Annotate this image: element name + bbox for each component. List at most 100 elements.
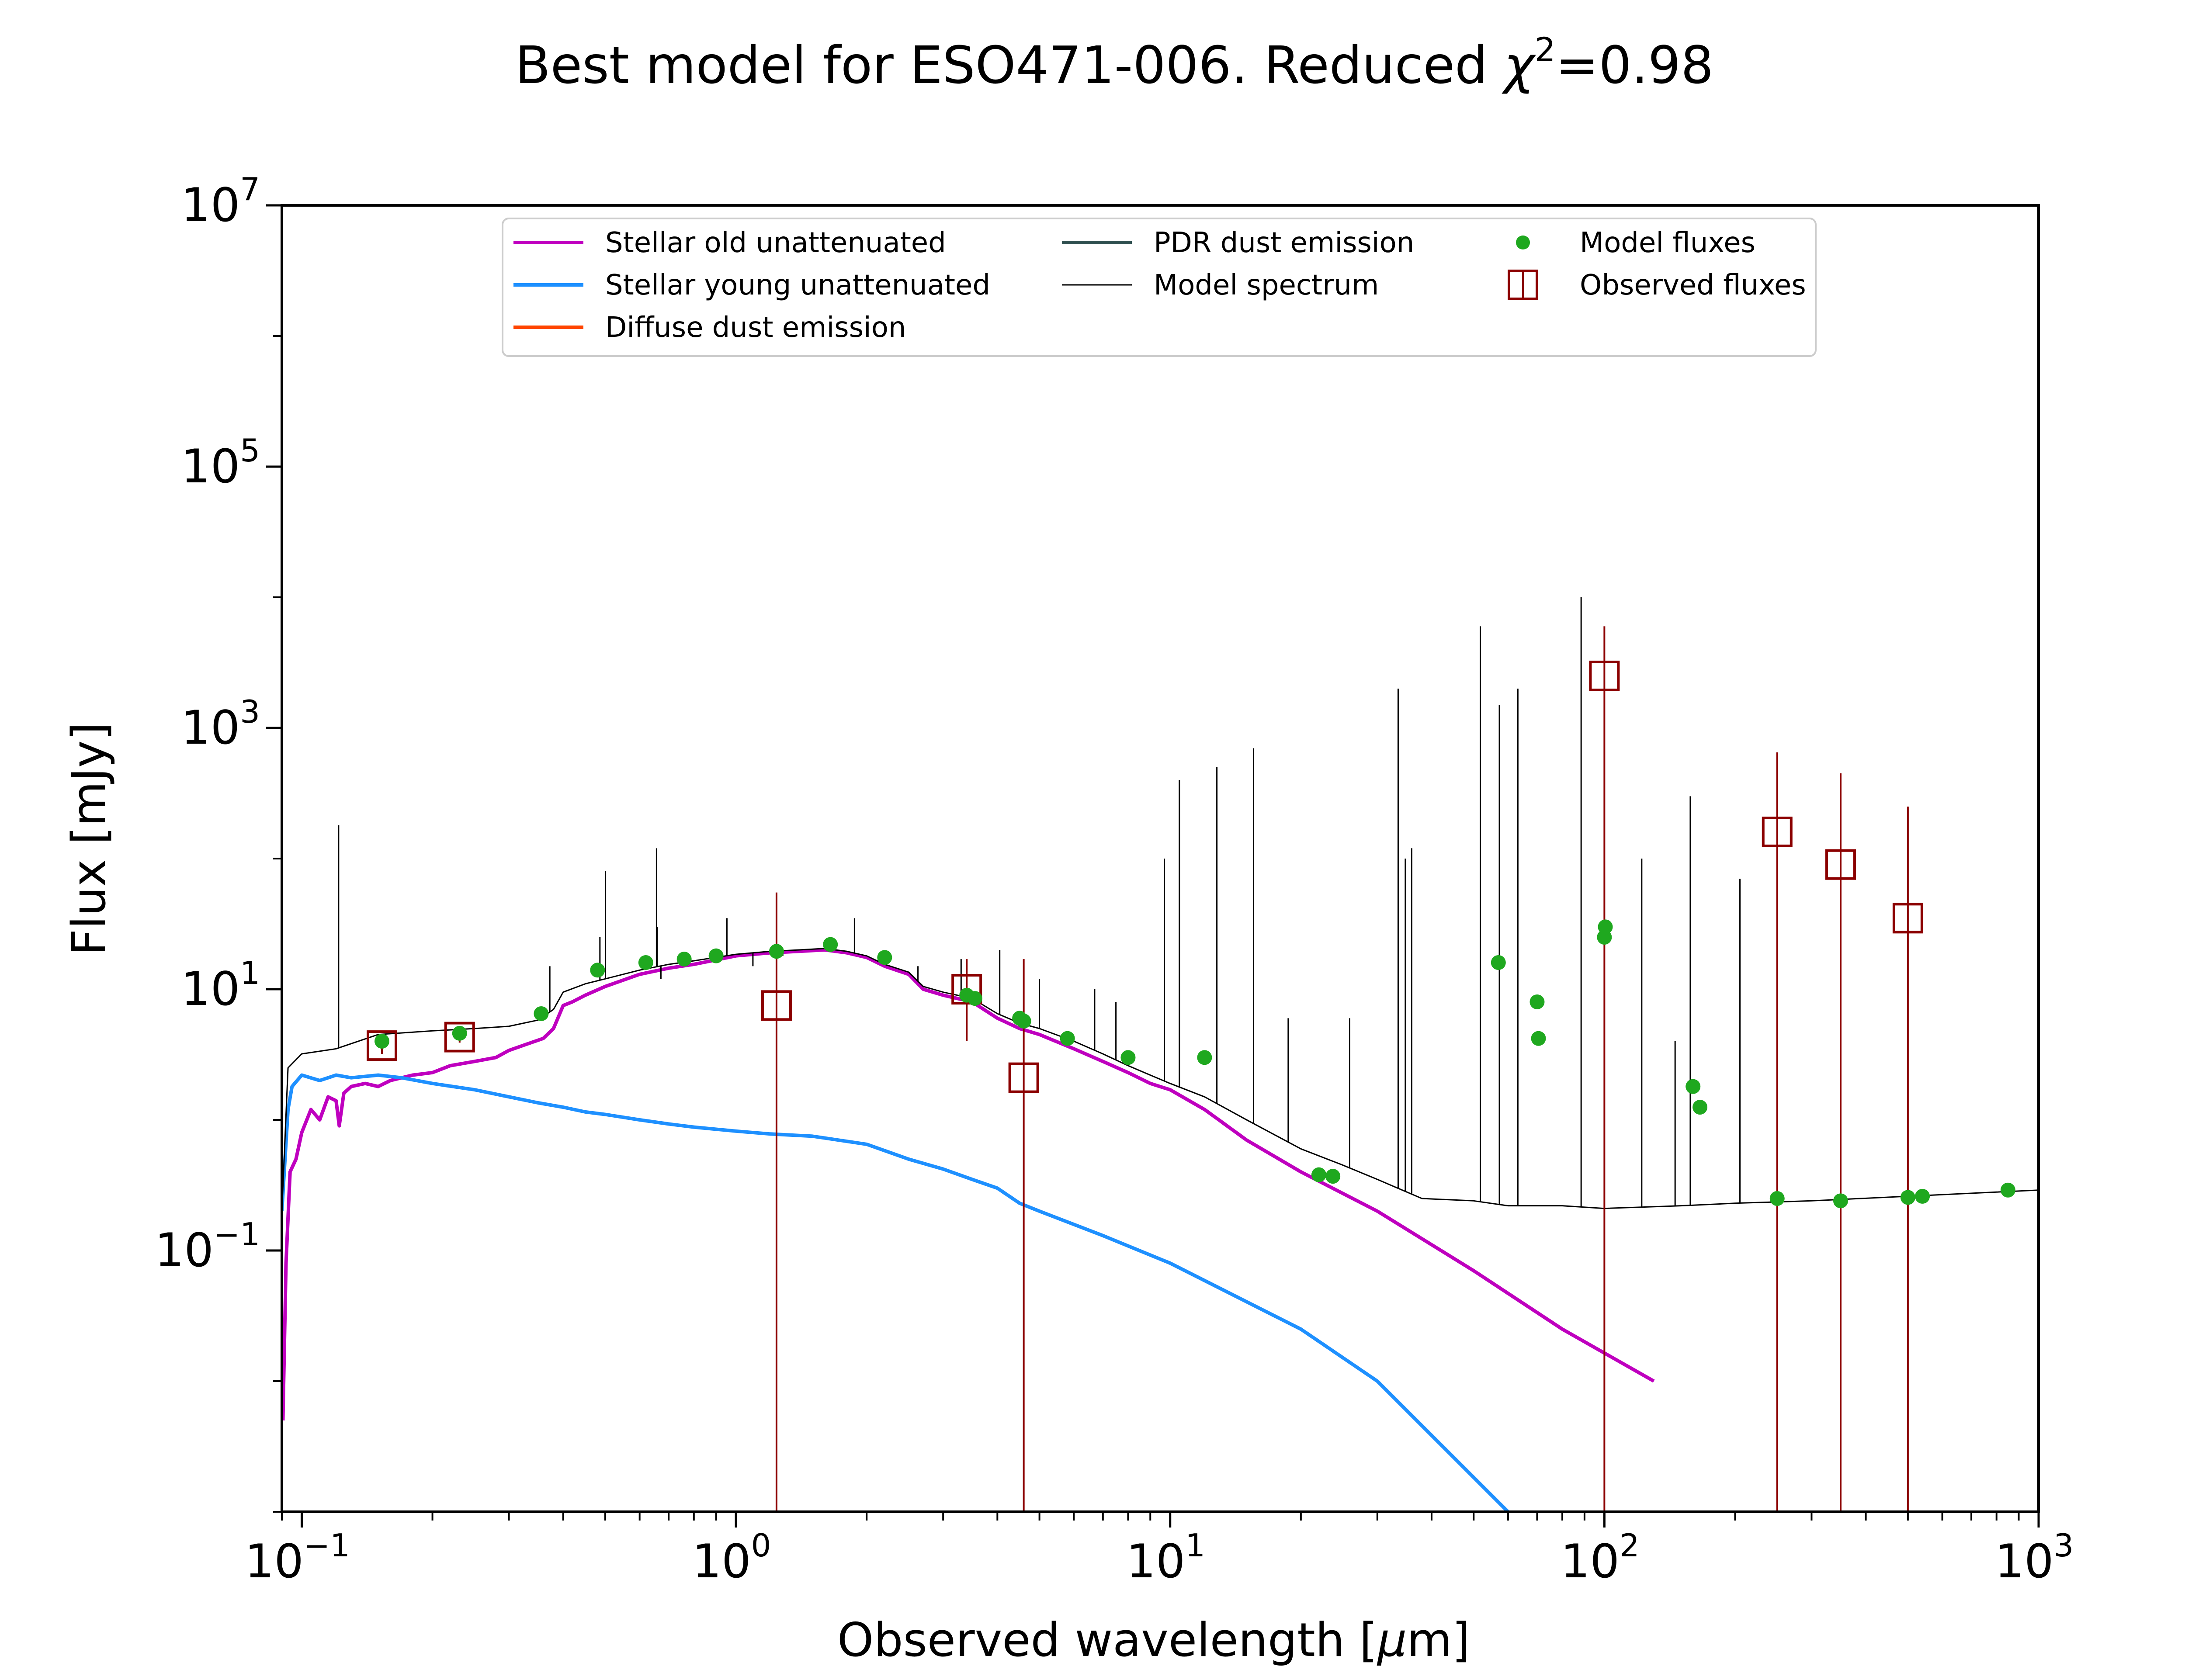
model-flux-point xyxy=(1530,994,1545,1009)
xlabel-mu: μ xyxy=(1377,1613,1407,1667)
title-suffix: =0.98 xyxy=(1556,35,1714,95)
legend-box xyxy=(502,218,1817,357)
y-tick-base: 10 xyxy=(181,962,240,1016)
y-tick-base: 10 xyxy=(155,1223,214,1277)
x-tick-base: 10 xyxy=(1995,1535,2054,1588)
y-tick-label: 10−1 xyxy=(155,1216,260,1277)
x-tick-base: 10 xyxy=(1561,1535,1620,1588)
legend-label: Stellar young unattenuated xyxy=(605,269,990,301)
observed-fluxes-layer xyxy=(366,626,1923,1512)
y-tick-exp: −1 xyxy=(214,1216,260,1253)
model-flux-point xyxy=(1060,1031,1075,1046)
x-tick-exp: 1 xyxy=(1185,1527,1205,1564)
legend-entry: Model fluxes xyxy=(1516,227,1755,259)
series-line-2 xyxy=(282,1073,1509,1512)
model-flux-point xyxy=(1769,1191,1785,1206)
y-tick-base: 10 xyxy=(181,440,240,493)
legend-entry: Stellar old unattenuated xyxy=(513,227,946,259)
observed-flux-marker xyxy=(1008,1062,1039,1093)
observed-flux-marker xyxy=(444,1022,475,1053)
legend-label: Model spectrum xyxy=(1154,269,1379,301)
observed-flux-marker xyxy=(761,990,792,1021)
observed-flux-marker xyxy=(951,974,982,1005)
model-flux-point xyxy=(1197,1050,1212,1065)
model-flux-point xyxy=(1598,919,1613,935)
y-tick-label: 105 xyxy=(181,432,260,493)
legend-label: Observed fluxes xyxy=(1580,269,1806,301)
y-tick-exp: 7 xyxy=(240,171,260,208)
x-tick-base: 10 xyxy=(692,1535,751,1588)
y-tick-exp: 3 xyxy=(240,693,260,730)
model-fluxes-layer xyxy=(374,919,2015,1209)
x-axis-label: Observed wavelength [μm] xyxy=(837,1613,1470,1667)
model-flux-point xyxy=(1311,1167,1326,1182)
model-flux-point xyxy=(374,1033,389,1049)
y-tick-label: 107 xyxy=(181,171,260,232)
y-tick-exp: 1 xyxy=(240,955,260,991)
model-flux-point xyxy=(823,937,838,952)
model-flux-point xyxy=(1016,1013,1031,1029)
x-tick-label: 10−1 xyxy=(245,1527,350,1588)
observed-flux-marker xyxy=(1589,661,1620,692)
x-tick-label: 100 xyxy=(692,1527,771,1588)
x-tick-exp: 3 xyxy=(2054,1527,2074,1564)
model-flux-point xyxy=(638,955,653,970)
legend-entry: Stellar young unattenuated xyxy=(513,269,990,301)
legend-label: Diffuse dust emission xyxy=(605,312,906,344)
x-tick-label: 102 xyxy=(1561,1527,1640,1588)
legend-label: Model fluxes xyxy=(1580,227,1755,259)
model-flux-point xyxy=(2000,1182,2015,1198)
model-flux-point xyxy=(1915,1188,1930,1204)
series-line-1 xyxy=(282,948,1655,1421)
xlabel-suffix: m] xyxy=(1407,1613,1471,1667)
y-tick-base: 10 xyxy=(181,701,240,755)
observed-flux-marker xyxy=(1892,903,1923,934)
title-chi: χ xyxy=(1501,35,1536,95)
legend-entry: Observed fluxes xyxy=(1508,269,1806,301)
model-flux-point xyxy=(1686,1079,1701,1094)
legend-label: Stellar old unattenuated xyxy=(605,227,946,259)
legend-label: PDR dust emission xyxy=(1154,227,1414,259)
model-flux-point xyxy=(1900,1190,1915,1205)
model-flux-point xyxy=(967,991,982,1006)
title-sup: 2 xyxy=(1534,30,1555,69)
series-line-3 xyxy=(282,948,2039,1212)
xlabel-prefix: Observed wavelength [ xyxy=(837,1613,1377,1667)
series-layer xyxy=(282,948,2039,1512)
chart-title: Best model for ESO471-006. Reduced χ2=0.… xyxy=(515,30,1714,95)
x-tick-exp: 2 xyxy=(1620,1527,1640,1564)
x-tick-label: 101 xyxy=(1126,1527,1205,1588)
legend-swatch-dot xyxy=(1516,236,1530,249)
x-tick-exp: −1 xyxy=(304,1527,350,1564)
model-flux-point xyxy=(1833,1193,1848,1209)
model-flux-point xyxy=(1531,1031,1546,1046)
y-tick-label: 103 xyxy=(181,693,260,755)
y-tick-base: 10 xyxy=(181,178,240,232)
legend-entry: Model spectrum xyxy=(1062,269,1379,301)
x-tick-base: 10 xyxy=(1126,1535,1185,1588)
model-flux-point xyxy=(877,950,892,965)
y-tick-exp: 5 xyxy=(240,432,260,469)
y-axis-label: Flux [mJy] xyxy=(62,722,116,956)
x-tick-exp: 0 xyxy=(751,1527,771,1564)
y-tick-label: 101 xyxy=(181,955,260,1016)
legend-entry: PDR dust emission xyxy=(1062,227,1414,259)
model-flux-point xyxy=(452,1025,467,1041)
observed-flux-marker xyxy=(1825,849,1856,880)
observed-flux-marker xyxy=(1762,816,1793,847)
observed-flux-marker xyxy=(366,1030,397,1061)
model-flux-point xyxy=(1693,1100,1708,1115)
legend: Stellar old unattenuated Stellar young un… xyxy=(502,218,1817,357)
legend-entry: Diffuse dust emission xyxy=(513,312,906,344)
emission-lines-layer xyxy=(338,597,1741,1207)
x-tick-label: 103 xyxy=(1995,1527,2074,1588)
model-flux-point xyxy=(1491,955,1506,970)
model-flux-point xyxy=(769,944,784,959)
title-prefix: Best model for ESO471-006. Reduced xyxy=(515,35,1504,95)
model-flux-point xyxy=(708,948,724,963)
model-flux-point xyxy=(1325,1169,1341,1184)
model-flux-point xyxy=(676,952,692,967)
